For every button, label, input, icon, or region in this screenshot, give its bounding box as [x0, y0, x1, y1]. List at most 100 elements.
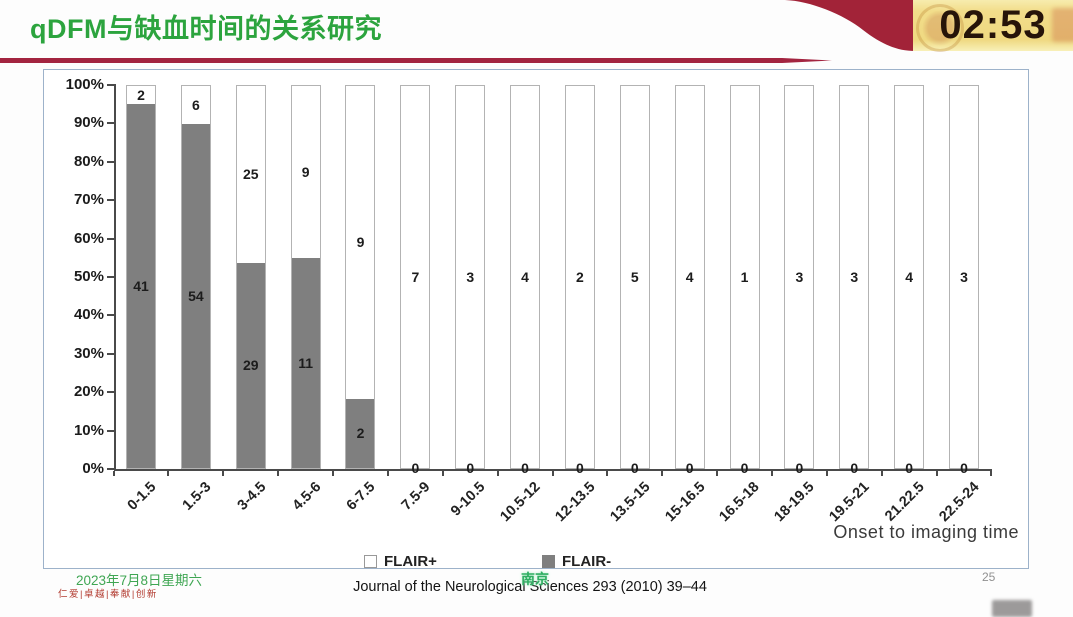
flair-minus-segment — [127, 103, 155, 468]
y-axis-tick — [107, 391, 114, 394]
flair-plus-count: 4 — [685, 269, 694, 285]
y-axis-label: 80% — [73, 152, 104, 170]
header-watermark-fragment — [1052, 8, 1073, 42]
flair-minus-count: 0 — [630, 460, 639, 476]
flair-minus-count: 11 — [298, 354, 314, 371]
flair-plus-count: 9 — [301, 163, 310, 180]
y-axis-label: 50% — [73, 268, 104, 285]
x-axis-tick — [441, 471, 444, 476]
y-axis-label: 30% — [73, 344, 104, 362]
x-axis-category-label: 1.5-3 — [179, 479, 215, 514]
x-axis-category-label: 13.5-15 — [607, 479, 654, 526]
y-axis-label: 60% — [73, 229, 104, 247]
flair-plus-count: 25 — [242, 166, 259, 183]
y-axis-label: 40% — [73, 306, 104, 324]
flair-plus-count: 7 — [411, 269, 420, 285]
footer-motto: 仁爱|卓越|奉献|创新 — [58, 589, 158, 600]
y-axis-label: 90% — [73, 114, 104, 132]
flair-minus-count: 0 — [685, 460, 694, 476]
footer-date: 2023年7月8日星期六 — [76, 573, 203, 588]
x-axis-tick — [112, 471, 115, 476]
flair-minus-segment — [346, 398, 375, 468]
timer-box: 02:53 — [913, 0, 1073, 52]
x-axis-category-label: 16.5-18 — [716, 479, 763, 526]
flair-minus-count: 0 — [740, 460, 749, 476]
x-axis-category-label: 19.5-21 — [826, 479, 873, 526]
flair-minus-count: 0 — [576, 460, 584, 476]
y-axis-tick — [107, 237, 114, 240]
slide-title: qDFM与缺血时间的关系研究 — [30, 14, 382, 44]
legend-label: FLAIR+ — [384, 553, 437, 570]
y-axis-tick — [107, 122, 114, 125]
red-swoosh-decoration — [785, 0, 915, 51]
x-axis-tick — [551, 471, 554, 476]
x-axis-category-label: 7.5-9 — [398, 479, 434, 514]
y-axis-tick — [107, 352, 114, 355]
x-axis-tick — [606, 471, 609, 476]
y-axis-tick — [107, 84, 114, 86]
x-axis-category-label: 15-16.5 — [661, 479, 709, 526]
chart-panel: Onset to imaging time 100% 90% 80% 70% 60% 50… — [43, 69, 1032, 617]
flair-plus-count: 4 — [905, 269, 914, 285]
flair-minus-count: 29 — [242, 357, 259, 374]
y-axis-label: 70% — [73, 191, 104, 209]
flair-minus-count: 0 — [795, 460, 804, 476]
x-axis-tick — [167, 471, 170, 476]
y-axis-tick — [107, 429, 114, 432]
flair-plus-count: 5 — [630, 269, 639, 285]
y-axis-tick — [107, 199, 114, 202]
y-axis-tick — [107, 468, 114, 470]
x-axis-tick — [222, 471, 225, 476]
stacked-bar: 9 11 — [290, 85, 321, 469]
x-axis-tick — [332, 471, 335, 476]
flair-plus-count: 2 — [137, 86, 145, 103]
flair-minus-count: 0 — [466, 460, 475, 476]
flair-plus-count: 3 — [850, 269, 859, 285]
y-axis-line — [114, 84, 116, 470]
stacked-bar: 2 41 — [126, 85, 156, 469]
x-axis-tick — [661, 471, 664, 476]
y-axis-tick — [107, 160, 114, 163]
citation: Journal of the Neurological Sciences 293… — [353, 579, 707, 595]
flair-minus-count: 0 — [850, 460, 859, 476]
flair-plus-count: 4 — [521, 269, 529, 285]
flair-minus-count: 0 — [905, 460, 914, 476]
flair-plus-count: 3 — [466, 269, 475, 285]
x-axis-category-label: 10.5-12 — [497, 479, 544, 526]
y-axis-tick — [107, 276, 114, 278]
x-axis-tick — [771, 471, 773, 476]
flair-plus-count: 1 — [740, 269, 749, 285]
flair-plus-count: 2 — [576, 269, 584, 285]
x-axis-category-label: 9-10.5 — [448, 479, 489, 520]
legend-swatch-icon — [542, 555, 555, 568]
flair-minus-count: 41 — [133, 277, 149, 294]
y-axis-tick — [107, 314, 114, 317]
x-axis-category-label: 22.5-24 — [936, 479, 983, 526]
x-axis-line — [114, 469, 992, 471]
legend-swatch-icon — [364, 555, 377, 568]
hospital-logo-watermark-icon — [916, 4, 964, 52]
flair-minus-count: 0 — [521, 460, 529, 476]
countdown-timer: 02:53 — [939, 3, 1047, 47]
x-axis-title: Onset to imaging time — [833, 522, 1019, 542]
flair-minus-segment — [181, 124, 210, 468]
x-axis-category-label: 6-7.5 — [344, 479, 379, 514]
y-axis-label: 20% — [73, 383, 104, 401]
stacked-bar: 25 29 — [235, 85, 266, 469]
flair-minus-count: 54 — [188, 288, 204, 305]
x-axis-category-label: 4.5-6 — [289, 479, 324, 514]
y-axis-label: 10% — [73, 421, 104, 439]
page-number: 25 — [982, 570, 996, 584]
x-axis-tick — [935, 471, 938, 476]
y-axis-label: 0% — [82, 460, 104, 477]
y-axis-label: 100% — [65, 76, 104, 93]
flair-plus-count: 3 — [960, 269, 968, 285]
